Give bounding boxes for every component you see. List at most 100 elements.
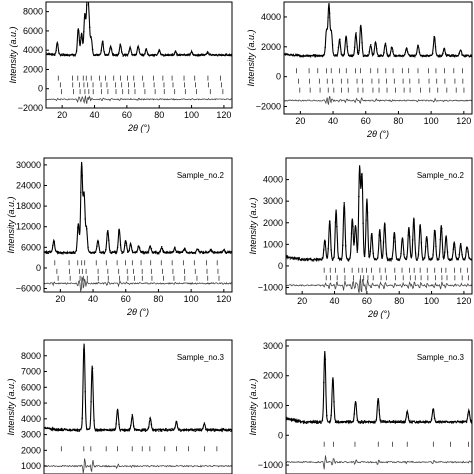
observed-point	[349, 257, 351, 259]
observed-point	[390, 47, 393, 49]
observed-point	[321, 55, 324, 58]
observed-point	[378, 409, 380, 411]
observed-point	[138, 429, 141, 431]
observed-point	[452, 54, 454, 56]
y-axis-title: Intensity (a.u.)	[248, 378, 258, 435]
observed-point	[398, 259, 401, 261]
observed-point	[187, 53, 190, 55]
observed-point	[119, 430, 122, 432]
observed-point	[218, 251, 220, 253]
observed-point	[378, 234, 380, 237]
observed-point	[440, 55, 443, 57]
y-axis-title: Intensity (a.u.)	[6, 378, 16, 435]
observed-point	[147, 53, 149, 55]
x-tick-label: 60	[122, 110, 132, 120]
observed-point	[366, 420, 369, 423]
observed-point	[403, 53, 406, 56]
observed-point	[437, 56, 440, 58]
observed-point	[353, 413, 356, 415]
observed-point	[417, 44, 419, 46]
observed-point	[462, 54, 465, 56]
observed-point	[84, 218, 86, 220]
observed-point	[405, 49, 407, 51]
observed-point	[59, 428, 61, 430]
observed-point	[312, 260, 315, 262]
observed-point	[183, 430, 185, 432]
observed-point	[219, 54, 222, 57]
observed-point	[212, 251, 214, 254]
observed-point	[168, 251, 170, 254]
observed-point	[185, 251, 188, 253]
observed-point	[308, 258, 311, 260]
observed-point	[465, 54, 468, 56]
observed-point	[62, 53, 65, 55]
observed-point	[468, 56, 471, 58]
observed-point	[170, 53, 172, 56]
y-tick-label: 5000	[21, 398, 41, 408]
observed-point	[416, 259, 418, 261]
observed-point	[299, 55, 301, 58]
observed-point	[213, 251, 216, 253]
observed-point	[420, 241, 423, 244]
observed-point	[368, 255, 370, 258]
observed-point	[195, 54, 197, 57]
observed-point	[152, 251, 154, 253]
observed-point	[304, 259, 306, 262]
observed-point	[61, 53, 63, 55]
observed-point	[142, 55, 145, 57]
observed-point	[155, 54, 158, 56]
observed-point	[209, 53, 212, 55]
observed-point	[340, 421, 343, 423]
observed-point	[368, 420, 370, 422]
observed-point	[302, 258, 305, 261]
observed-point	[140, 430, 142, 432]
observed-point	[115, 252, 117, 255]
y-tick-label: 3000	[263, 196, 283, 206]
observed-point	[359, 26, 362, 29]
observed-point	[288, 256, 290, 259]
observed-point	[308, 421, 311, 423]
observed-point	[289, 418, 292, 421]
observed-point	[91, 251, 94, 254]
observed-point	[424, 245, 427, 248]
observed-point	[94, 53, 97, 56]
observed-point	[178, 250, 181, 253]
observed-point	[428, 55, 431, 57]
observed-point	[193, 54, 196, 56]
observed-point	[305, 54, 307, 57]
observed-point	[150, 423, 153, 426]
observed-point	[334, 221, 337, 224]
observed-point	[172, 250, 175, 252]
observed-point	[324, 46, 326, 49]
observed-point	[97, 53, 100, 56]
observed-point	[430, 54, 432, 57]
observed-point	[206, 251, 209, 254]
observed-point	[85, 428, 88, 430]
observed-point	[177, 427, 179, 429]
observed-point	[381, 257, 383, 259]
observed-point	[355, 32, 357, 34]
observed-point	[192, 53, 194, 56]
observed-point	[72, 55, 75, 57]
observed-point	[361, 41, 363, 44]
observed-point	[181, 250, 184, 252]
observed-point	[356, 419, 359, 422]
observed-point	[154, 53, 156, 56]
observed-point	[290, 53, 293, 56]
observed-point	[432, 409, 434, 411]
observed-point	[375, 419, 378, 421]
observed-point	[106, 54, 108, 57]
observed-point	[44, 250, 47, 253]
observed-point	[439, 56, 441, 58]
observed-point	[441, 421, 443, 424]
observed-point	[215, 251, 217, 254]
observed-point	[433, 417, 436, 419]
observed-point	[74, 55, 76, 57]
observed-point	[287, 53, 290, 56]
observed-point	[129, 47, 132, 50]
observed-point	[371, 421, 373, 424]
observed-point	[464, 56, 466, 58]
observed-point	[184, 249, 186, 251]
observed-point	[149, 417, 151, 419]
observed-point	[457, 420, 459, 422]
